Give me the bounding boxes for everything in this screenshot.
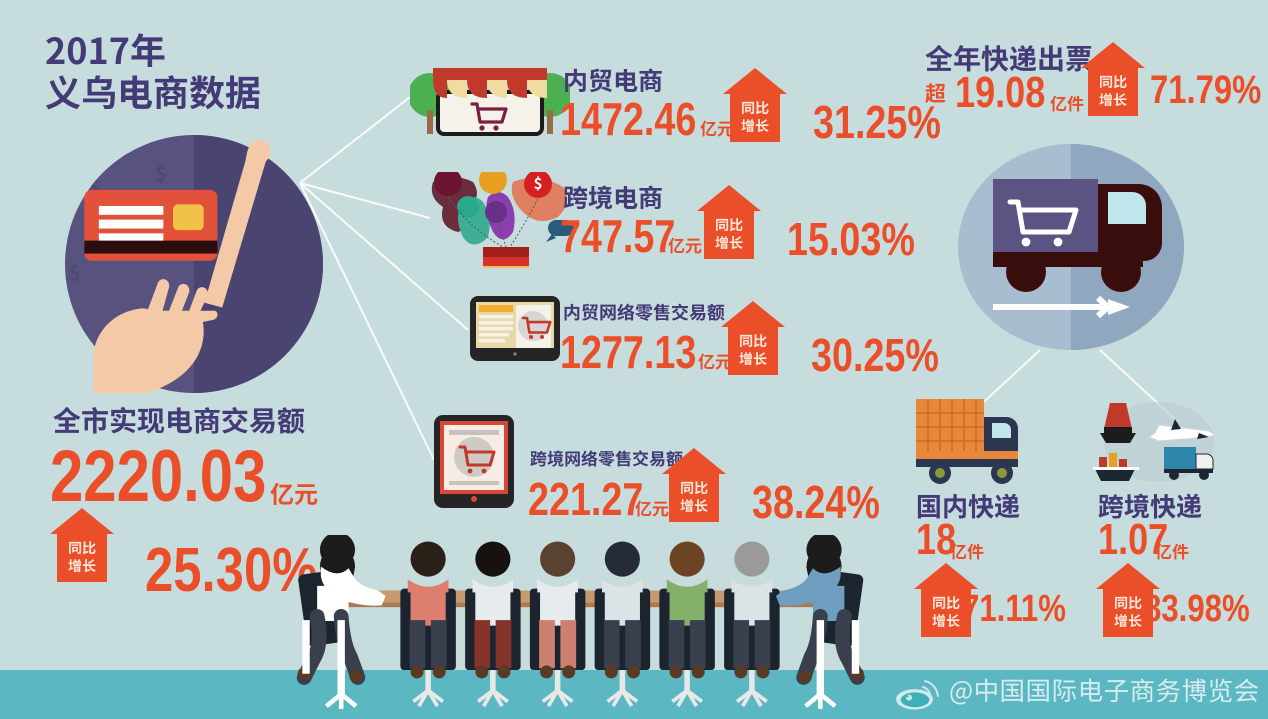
- svg-text:$: $: [534, 173, 543, 194]
